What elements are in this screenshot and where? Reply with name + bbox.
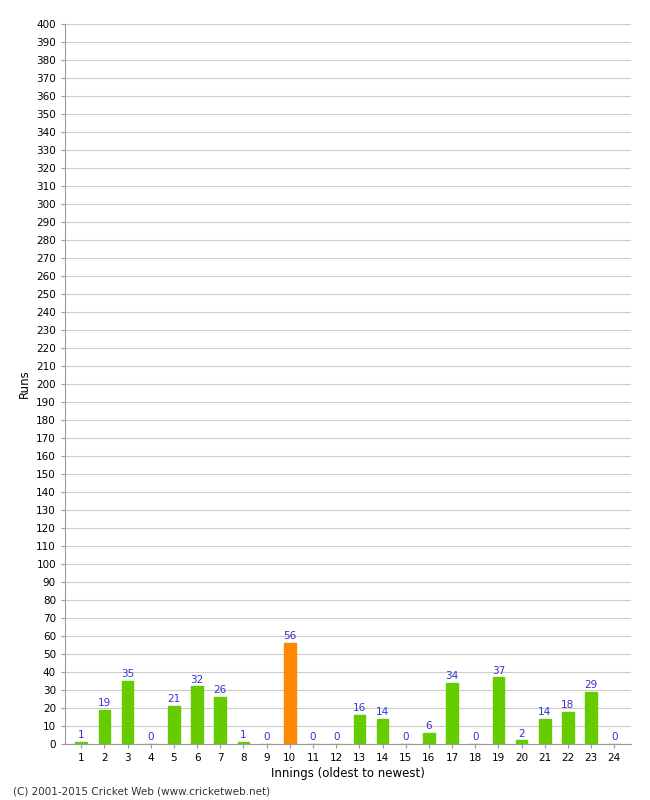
- Text: (C) 2001-2015 Cricket Web (www.cricketweb.net): (C) 2001-2015 Cricket Web (www.cricketwe…: [13, 786, 270, 796]
- Text: 1: 1: [78, 730, 84, 741]
- X-axis label: Innings (oldest to newest): Innings (oldest to newest): [271, 767, 424, 780]
- Text: 0: 0: [310, 732, 317, 742]
- Text: 0: 0: [472, 732, 478, 742]
- Bar: [99, 710, 110, 744]
- Bar: [516, 741, 527, 744]
- Text: 37: 37: [492, 666, 505, 675]
- Text: 18: 18: [562, 700, 575, 710]
- Text: 0: 0: [263, 732, 270, 742]
- Bar: [423, 733, 435, 744]
- Bar: [75, 742, 87, 744]
- Text: 29: 29: [584, 680, 598, 690]
- Text: 34: 34: [445, 671, 459, 681]
- Bar: [122, 681, 133, 744]
- Text: 2: 2: [518, 729, 525, 738]
- Text: 0: 0: [611, 732, 618, 742]
- Bar: [238, 742, 249, 744]
- Text: 1: 1: [240, 730, 247, 741]
- Text: 0: 0: [333, 732, 339, 742]
- Bar: [168, 706, 179, 744]
- Text: 16: 16: [353, 703, 366, 714]
- Bar: [539, 718, 551, 744]
- Text: 14: 14: [538, 707, 551, 717]
- Text: 56: 56: [283, 631, 296, 642]
- Bar: [284, 643, 296, 744]
- Bar: [493, 678, 504, 744]
- Text: 6: 6: [426, 722, 432, 731]
- Bar: [377, 718, 388, 744]
- Text: 14: 14: [376, 707, 389, 717]
- Bar: [214, 697, 226, 744]
- Bar: [191, 686, 203, 744]
- Bar: [354, 715, 365, 744]
- Bar: [447, 682, 458, 744]
- Text: 32: 32: [190, 674, 203, 685]
- Text: 26: 26: [214, 686, 227, 695]
- Text: 21: 21: [167, 694, 181, 704]
- Bar: [585, 692, 597, 744]
- Text: 35: 35: [121, 669, 134, 679]
- Bar: [562, 712, 574, 744]
- Y-axis label: Runs: Runs: [18, 370, 31, 398]
- Text: 19: 19: [98, 698, 111, 708]
- Text: 0: 0: [148, 732, 154, 742]
- Text: 0: 0: [402, 732, 409, 742]
